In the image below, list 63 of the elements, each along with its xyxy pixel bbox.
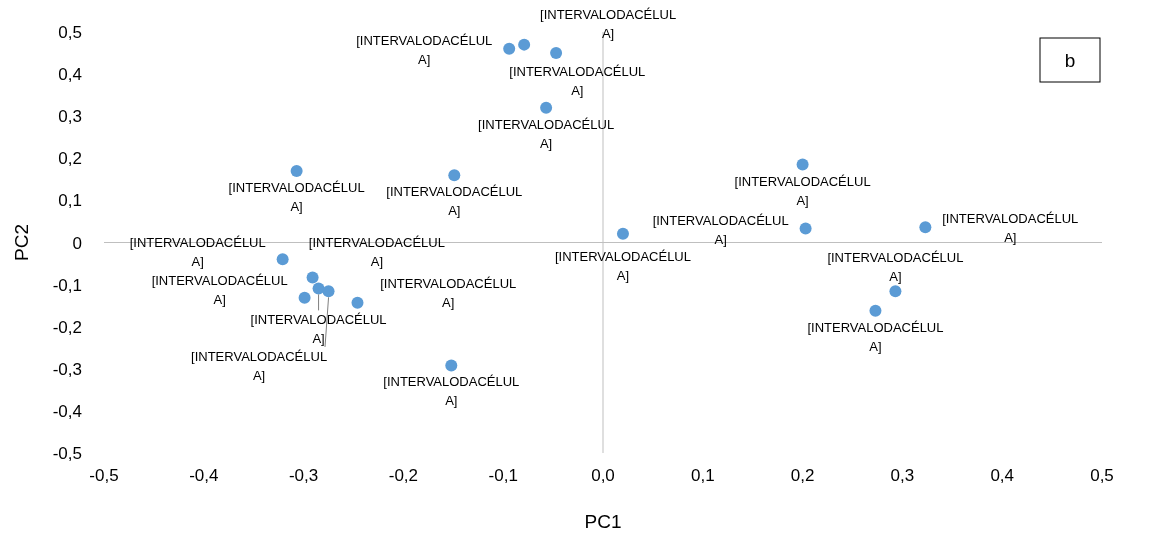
- data-label: [INTERVALODACÉLUL A]: [228, 179, 365, 214]
- y-tick-label: -0,2: [52, 317, 82, 337]
- point: [796, 158, 809, 171]
- x-axis-title: PC1: [584, 511, 622, 532]
- y-tick-label: -0,3: [52, 359, 82, 379]
- y-tick-label: 0,1: [58, 191, 82, 211]
- y-axis-title: PC2: [11, 224, 32, 261]
- point: [889, 285, 902, 298]
- point: [445, 359, 458, 372]
- data-label: [INTERVALODACÉLUL A]: [356, 32, 493, 67]
- y-tick-label: 0,3: [58, 107, 82, 127]
- x-tick-label: -0,3: [288, 466, 319, 485]
- y-tick-label: 0,5: [58, 23, 82, 42]
- data-label: [INTERVALODACÉLUL A]: [250, 312, 387, 347]
- data-label: [INTERVALODACÉLUL A]: [652, 212, 789, 247]
- data-label: [INTERVALODACÉLUL A]: [383, 374, 520, 409]
- y-tick-label: -0,1: [52, 275, 82, 295]
- data-label: [INTERVALODACÉLUL A]: [129, 234, 266, 269]
- data-label: [INTERVALODACÉLUL A]: [554, 248, 691, 283]
- data-label: [INTERVALODACÉLUL A]: [478, 116, 615, 151]
- x-tick-label: 0,5: [1090, 466, 1114, 485]
- x-tick-label: -0,1: [488, 466, 518, 485]
- x-tick-label: -0,5: [89, 466, 119, 485]
- x-tick-label: 0,3: [890, 466, 915, 485]
- y-tick-label: 0,4: [58, 65, 82, 85]
- x-tick-label: 0,0: [591, 466, 615, 485]
- annotation: b: [1064, 50, 1076, 71]
- point: [540, 101, 553, 114]
- data-label: [INTERVALODACÉLUL A]: [540, 7, 677, 42]
- point: [919, 221, 932, 234]
- y-tick-label: -0,4: [52, 401, 82, 421]
- point: [351, 296, 364, 309]
- data-label: [INTERVALODACÉLUL A]: [386, 184, 523, 219]
- y-tick-label: 0,2: [58, 149, 82, 169]
- y-tick-label: -0,5: [52, 444, 82, 463]
- point: [306, 271, 319, 284]
- data-label: [INTERVALODACÉLUL A]: [509, 64, 646, 99]
- data-label: [INTERVALODACÉLUL A]: [734, 173, 871, 208]
- point: [290, 164, 303, 177]
- data-label: [INTERVALODACÉLUL A]: [807, 319, 944, 354]
- data-label: [INTERVALODACÉLUL A]: [308, 235, 445, 270]
- point: [322, 285, 335, 298]
- point: [799, 222, 812, 235]
- x-tick-label: 0,2: [790, 466, 815, 485]
- x-tick-label: -0,2: [388, 466, 419, 485]
- data-label: [INTERVALODACÉLUL A]: [151, 272, 288, 307]
- x-tick-label: 0,4: [990, 466, 1015, 485]
- data-label: [INTERVALODACÉLUL A]: [191, 348, 328, 383]
- data-label: [INTERVALODACÉLUL A]: [942, 211, 1079, 246]
- point: [550, 47, 563, 60]
- point: [276, 253, 289, 266]
- y-tick-label: 0: [72, 233, 82, 253]
- point: [616, 227, 629, 240]
- point: [312, 282, 325, 295]
- x-tick-label: -0,4: [189, 466, 219, 485]
- point: [518, 38, 531, 51]
- x-tick-label: 0,1: [690, 466, 715, 485]
- point: [869, 304, 882, 317]
- point: [503, 42, 516, 55]
- point: [298, 291, 311, 304]
- data-label: [INTERVALODACÉLUL A]: [380, 276, 517, 311]
- point: [448, 169, 461, 182]
- data-label: [INTERVALODACÉLUL A]: [827, 250, 964, 285]
